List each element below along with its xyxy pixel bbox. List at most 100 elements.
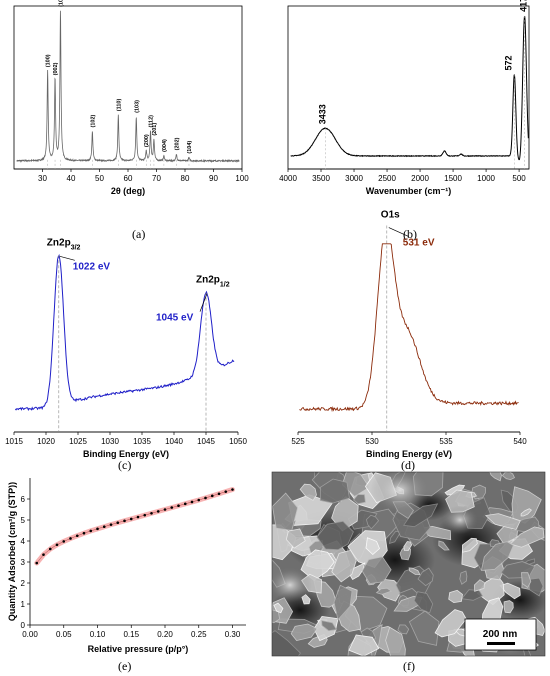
x-tick-label: 1035 [133, 437, 151, 446]
data-point [48, 547, 52, 551]
x-tick-label: 0.00 [22, 630, 38, 639]
arrow [388, 227, 409, 237]
x-tick-label: 0.25 [191, 630, 207, 639]
y-axis-label: Quantity Adsorbed (cm³/g (STP)) [7, 482, 17, 621]
peak-annotation: 3433 [317, 104, 327, 124]
sem-flake [438, 540, 450, 551]
ftir-trace [290, 16, 529, 161]
data-point [96, 527, 99, 531]
x-tick-label: 30 [38, 174, 47, 183]
x-axis-label: 2θ (deg) [111, 186, 145, 196]
xps-zn-trace [14, 253, 235, 411]
x-axis-label: Binding Energy (eV) [83, 449, 169, 459]
peak-label: (002) [53, 62, 59, 75]
peak-value: 1045 eV [156, 313, 194, 324]
caption-e: (e) [118, 659, 132, 673]
sem-flake [459, 570, 468, 585]
x-tick-label: 1045 [197, 437, 215, 446]
data-point [204, 496, 207, 500]
x-tick-label: 540 [513, 437, 527, 446]
data-point [123, 519, 126, 523]
x-tick-label: 1500 [444, 174, 462, 183]
peak-value: 1022 eV [73, 261, 111, 272]
data-point [82, 531, 86, 535]
sem-flake [403, 541, 413, 551]
sem-flake [272, 630, 301, 656]
x-tick-label: 1000 [477, 174, 495, 183]
data-point [62, 540, 66, 543]
y-tick-label: 6 [21, 495, 26, 504]
y-tick-label: 2 [21, 579, 26, 588]
x-tick-label: 535 [439, 437, 453, 446]
data-point [150, 511, 153, 515]
caption-b: (b) [403, 227, 417, 241]
x-tick-label: 40 [67, 174, 76, 183]
caption-d: (d) [401, 458, 415, 472]
peak-label: (202) [174, 137, 180, 150]
sem-flake [290, 623, 318, 642]
xrd-trace [16, 10, 240, 163]
x-tick-label: 0.15 [123, 630, 139, 639]
sem-flake [501, 472, 516, 481]
peak-label: Zn2p3/2 [47, 237, 81, 251]
data-point [177, 504, 180, 508]
sem-flake [480, 541, 514, 571]
peak-label: O1s [381, 210, 400, 221]
x-tick-label: 0.10 [90, 630, 106, 639]
scale-bar [487, 642, 515, 645]
x-tick-label: 2500 [378, 174, 396, 183]
data-point [224, 490, 228, 493]
data-point [129, 517, 133, 521]
data-point [69, 537, 72, 540]
x-tick-label: 1025 [69, 437, 87, 446]
sem-flake [484, 513, 521, 530]
peak-label: (104) [187, 141, 193, 154]
data-point [42, 553, 45, 556]
arrow [59, 255, 75, 261]
data-point [231, 488, 234, 491]
peak-label: (110) [116, 99, 122, 112]
plot-frame [287, 5, 530, 170]
caption-c: (c) [118, 458, 132, 472]
caption-f: (f) [403, 659, 415, 673]
x-tick-label: 2000 [411, 174, 429, 183]
sem-flake [299, 483, 317, 501]
peak-annotation: 417 [519, 0, 529, 12]
sem-flake [319, 478, 350, 504]
sem-flake [448, 589, 463, 604]
x-tick-label: 0.05 [56, 630, 72, 639]
sem-flake [521, 572, 532, 588]
sem-flake [331, 549, 357, 583]
data-point [143, 513, 147, 517]
panel-b-axes: 4000 3500 3000 2500 2000 1500 1000 500 Wavenumbe… [279, 0, 530, 196]
x-tick-label: 0.30 [225, 630, 241, 639]
data-point [183, 502, 187, 506]
sem-highlight [370, 472, 430, 514]
data-point [116, 521, 120, 525]
data-point [136, 515, 140, 519]
sem-flake [408, 567, 421, 576]
isotherm-halo [34, 487, 235, 566]
x-tick-label: 3500 [312, 174, 330, 183]
data-point [102, 525, 106, 529]
peak-label: (004) [162, 139, 168, 152]
x-tick-label: 70 [152, 174, 161, 183]
sem-flake [413, 591, 434, 614]
scale-bar-box: 200 nm [464, 618, 537, 651]
peak-value: 531 eV [403, 238, 435, 249]
sem-flake [434, 609, 467, 638]
sem-flake [503, 600, 514, 614]
panel-c-axes: 1015 1020 1025 1030 1035 1040 1045 1050 Binding … [5, 237, 247, 459]
sem-flake [353, 494, 366, 505]
sem-flake [385, 626, 406, 656]
sem-flake [473, 579, 486, 592]
sem-flake [361, 556, 392, 585]
peak-label: (100) [46, 54, 52, 67]
data-point [197, 498, 201, 502]
data-point [156, 510, 160, 513]
sem-flake [461, 589, 483, 601]
sem-flake [365, 514, 380, 530]
sem-flake [316, 520, 354, 551]
x-tick-label: 90 [209, 174, 218, 183]
